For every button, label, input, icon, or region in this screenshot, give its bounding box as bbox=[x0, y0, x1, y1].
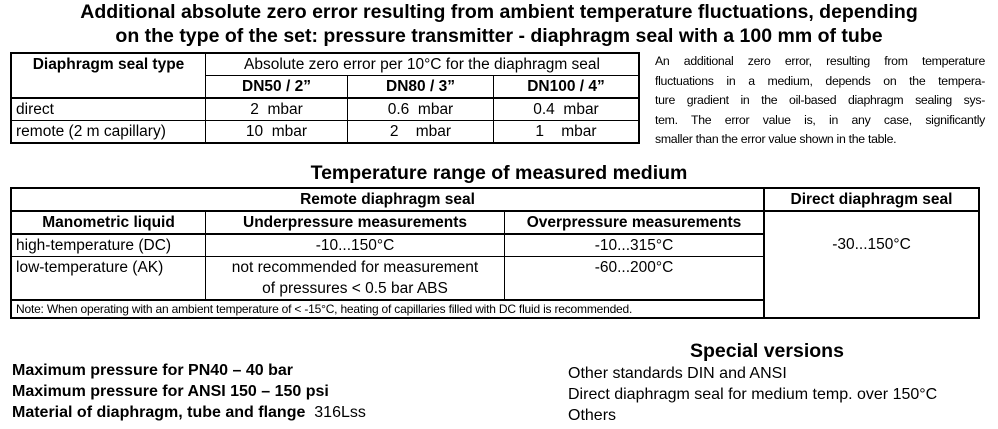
section-title: Temperature range of measured medium bbox=[310, 162, 688, 184]
special-item: Others bbox=[568, 407, 617, 424]
size-cell: DN50 / 2” bbox=[205, 75, 348, 99]
cell: 0.6 mbar bbox=[347, 97, 494, 121]
spec-line: Maximum pressure for ANSI 150 – 150 psi bbox=[12, 383, 329, 400]
cell: remote (2 m capillary) bbox=[10, 120, 206, 144]
header-cell: Overpressure measurements bbox=[504, 210, 765, 235]
header-cell: Underpressure measurements bbox=[205, 210, 505, 235]
note-line: fluctuations in a medium, depends on the… bbox=[655, 73, 985, 88]
special-title: Special versions bbox=[690, 340, 844, 362]
error-table: Diaphragm seal type Absolute zero error … bbox=[10, 52, 640, 144]
side-note: An additional zero error, resulting from… bbox=[655, 52, 985, 150]
spec-row: Material of diaphragm, tube and flange 3… bbox=[12, 404, 366, 422]
cell: 1 mbar bbox=[493, 120, 640, 144]
cell: -10...315°C bbox=[504, 233, 765, 257]
note-line: tem. The error value is, in any case, si… bbox=[655, 112, 985, 127]
header-cell: Direct diaphragm seal bbox=[763, 187, 980, 212]
cell: 2 mbar bbox=[347, 120, 494, 144]
temperature-table: Remote diaphragm seal Direct diaphragm s… bbox=[10, 187, 980, 319]
header-cell: Absolute zero error per 10°C for the dia… bbox=[205, 52, 640, 76]
spec-value: 316Lss bbox=[314, 404, 366, 421]
title-line: on the type of the set: pressure transmi… bbox=[115, 25, 883, 47]
title-line: Additional absolute zero error resulting… bbox=[80, 1, 918, 23]
special-item: Other standards DIN and ANSI bbox=[568, 365, 787, 382]
cell: low-temperature (AK) bbox=[10, 256, 206, 301]
header-cell: Manometric liquid bbox=[10, 210, 206, 235]
note-line: An additional zero error, resulting from… bbox=[655, 54, 985, 68]
cell: 2 mbar bbox=[205, 97, 348, 121]
spec-line: Material of diaphragm, tube and flange bbox=[12, 404, 306, 421]
note-cell: Note: When operating with an ambient tem… bbox=[10, 299, 765, 319]
header-cell: Remote diaphragm seal bbox=[10, 187, 765, 212]
special-item: Direct diaphragm seal for medium temp. o… bbox=[568, 386, 938, 403]
header-cell: Diaphragm seal type bbox=[10, 52, 206, 99]
cell: -10...150°C bbox=[205, 233, 505, 257]
cell: direct bbox=[10, 97, 206, 121]
cell: high-temperature (DC) bbox=[10, 233, 206, 257]
size-cell: DN100 / 4” bbox=[493, 75, 640, 99]
cell: 10 mbar bbox=[205, 120, 348, 144]
direct-value: -30...150°C bbox=[763, 210, 980, 319]
note-line: ture gradient in the oil-based diaphragm… bbox=[655, 93, 985, 107]
cell: -60...200°C bbox=[504, 256, 765, 301]
cell: 0.4 mbar bbox=[493, 97, 640, 121]
spec-line: Maximum pressure for PN40 – 40 bar bbox=[12, 362, 294, 379]
note-line: smaller than the error value shown in th… bbox=[655, 132, 897, 146]
size-cell: DN80 / 3” bbox=[347, 75, 494, 99]
cell: not recommended for measurement of press… bbox=[205, 256, 505, 301]
